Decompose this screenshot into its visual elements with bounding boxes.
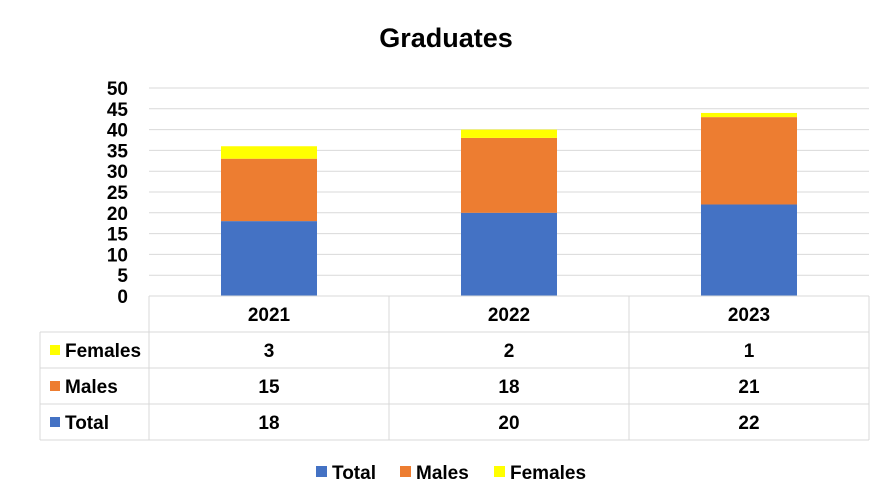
- table-legend-key-males: [50, 381, 60, 391]
- table-value: 22: [738, 413, 759, 434]
- bars: [221, 112, 797, 296]
- y-tick-label: 30: [107, 162, 128, 183]
- table-row-label: Males: [65, 377, 118, 398]
- bar-total-2021: [221, 221, 317, 296]
- bar-females-2022: [461, 129, 557, 138]
- legend-key-males: [400, 466, 411, 477]
- y-tick-label: 45: [107, 100, 129, 121]
- bar-females-2021: [221, 146, 317, 159]
- table-value: 3: [264, 341, 275, 362]
- table-value: 18: [258, 413, 279, 434]
- y-tick-label: 5: [117, 266, 128, 287]
- table-value: 18: [498, 377, 519, 398]
- y-tick-label: 35: [107, 141, 129, 162]
- chart-title: Graduates: [379, 23, 513, 53]
- table-value: 20: [498, 413, 519, 434]
- table-value: 15: [258, 377, 280, 398]
- bar-total-2022: [461, 212, 557, 296]
- category-label: 2023: [728, 305, 770, 326]
- legend-label-total: Total: [332, 463, 376, 484]
- table-row-label: Females: [65, 341, 141, 362]
- legend-label-males: Males: [416, 463, 469, 484]
- category-label: 2021: [248, 305, 291, 326]
- y-tick-label: 0: [117, 287, 128, 308]
- bar-females-2023: [701, 112, 797, 118]
- table-row-label: Total: [65, 413, 109, 434]
- y-tick-label: 50: [107, 79, 128, 100]
- y-tick-label: 25: [107, 183, 129, 204]
- table-legend-key-females: [50, 345, 60, 355]
- bar-males-2021: [221, 158, 317, 222]
- y-tick-label: 40: [107, 121, 128, 142]
- bar-males-2022: [461, 137, 557, 213]
- table-value: 21: [738, 377, 760, 398]
- y-tick-label: 20: [107, 204, 128, 225]
- table-legend-key-total: [50, 417, 60, 427]
- category-label: 2022: [488, 305, 530, 326]
- bar-total-2023: [701, 204, 797, 296]
- legend: Total Males Females: [316, 463, 586, 484]
- legend-key-females: [494, 466, 505, 477]
- table-value: 1: [744, 341, 755, 362]
- bar-males-2023: [701, 117, 797, 205]
- y-tick-label: 15: [107, 225, 129, 246]
- y-tick-label: 10: [107, 245, 128, 266]
- legend-key-total: [316, 466, 327, 477]
- table-value: 2: [504, 341, 515, 362]
- legend-label-females: Females: [510, 463, 586, 484]
